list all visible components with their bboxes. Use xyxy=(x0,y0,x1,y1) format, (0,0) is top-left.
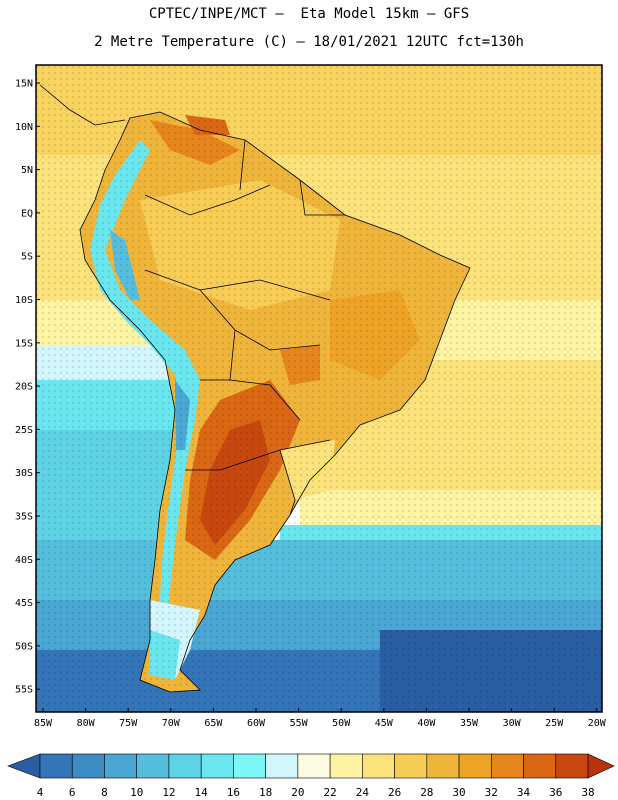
colorbar-swatch xyxy=(426,753,460,779)
colorbar-swatch xyxy=(71,753,105,779)
colorbar-swatch xyxy=(104,753,138,779)
colorbar-label: 6 xyxy=(69,786,76,799)
lat-label: 35S xyxy=(15,512,33,523)
lon-label: 45W xyxy=(375,718,394,729)
lat-label: 25S xyxy=(15,425,33,436)
colorbar-label: 20 xyxy=(291,786,304,799)
lat-label: 15S xyxy=(15,338,33,349)
colorbar-swatch xyxy=(329,753,363,779)
colorbar-label: 10 xyxy=(130,786,143,799)
lat-label: 10N xyxy=(15,122,33,133)
temperature-field xyxy=(36,65,602,712)
colorbar-swatch xyxy=(233,753,266,779)
lon-label: 30W xyxy=(503,718,522,729)
colorbar-swatch xyxy=(265,753,299,779)
colorbar-swatch xyxy=(458,753,492,779)
colorbar-label: 14 xyxy=(195,786,209,799)
lat-label: 5N xyxy=(21,165,33,176)
map-subtitle: 2 Metre Temperature (C) – 18/01/2021 12U… xyxy=(94,34,524,50)
colorbar-swatch xyxy=(39,753,73,779)
colorbar-swatch xyxy=(136,753,170,779)
longitude-labels: 85W 80W 75W 70W 65W 60W 55W 50W 45W 40W 35W 30W 25W 2… xyxy=(34,708,607,729)
colorbar-low-arrow xyxy=(7,753,41,779)
colorbar-label: 16 xyxy=(227,786,240,799)
colorbar-swatch xyxy=(555,753,589,779)
colorbar-label: 26 xyxy=(388,786,401,799)
lon-label: 35W xyxy=(460,718,479,729)
lon-label: 65W xyxy=(204,718,223,729)
lon-label: 85W xyxy=(34,718,53,729)
lat-label: 40S xyxy=(15,555,33,566)
lon-label: 40W xyxy=(417,718,436,729)
colorbar-label: 38 xyxy=(581,786,594,799)
colorbar-label: 24 xyxy=(356,786,370,799)
colorbar-label: 12 xyxy=(162,786,175,799)
colorbar-label: 30 xyxy=(452,786,465,799)
lat-label: 15N xyxy=(15,79,33,90)
lat-label: 30S xyxy=(15,468,33,479)
colorbar-label: 4 xyxy=(37,786,44,799)
lon-label: 25W xyxy=(545,718,564,729)
lon-label: 70W xyxy=(162,718,181,729)
colorbar-label: 28 xyxy=(420,786,433,799)
lon-label: 75W xyxy=(119,718,138,729)
colorbar-label: 36 xyxy=(549,786,562,799)
lon-label: 50W xyxy=(332,718,351,729)
map-frame xyxy=(35,64,603,713)
map-title: CPTEC/INPE/MCT – Eta Model 15km – GFS xyxy=(148,6,470,22)
lat-label: 20S xyxy=(15,382,33,393)
colorbar-swatch xyxy=(394,753,428,779)
lon-label: 20W xyxy=(588,718,607,729)
lat-label: 45S xyxy=(15,598,33,609)
colorbar-swatch xyxy=(362,753,395,779)
lon-label: 80W xyxy=(77,718,96,729)
colorbar-swatch xyxy=(168,753,202,779)
lat-label: 55S xyxy=(15,685,33,696)
temperature-colorbar: 4 6 8 10 12 14 16 18 20 22 24 26 28 30 32 34 36 38 xyxy=(7,753,615,799)
colorbar-high-arrow xyxy=(587,753,615,779)
lon-label: 55W xyxy=(290,718,309,729)
colorbar-label: 22 xyxy=(323,786,336,799)
colorbar-label: 8 xyxy=(101,786,108,799)
colorbar-label: 18 xyxy=(259,786,272,799)
lon-label: 60W xyxy=(247,718,266,729)
latitude-labels: 15N 10N 5N EQ 5S 10S 15S 20S 25S 30S 35S 40S 45S 50S 5… xyxy=(15,79,40,696)
lat-label: 5S xyxy=(21,252,33,263)
colorbar-swatch xyxy=(200,753,234,779)
colorbar-swatch xyxy=(490,753,524,779)
lat-label: 10S xyxy=(15,295,33,306)
lat-label: EQ xyxy=(21,208,33,219)
colorbar-label: 34 xyxy=(517,786,531,799)
colorbar-swatch xyxy=(297,753,331,779)
colorbar-label: 32 xyxy=(485,786,498,799)
colorbar-swatch xyxy=(523,753,557,779)
lat-label: 50S xyxy=(15,641,33,652)
